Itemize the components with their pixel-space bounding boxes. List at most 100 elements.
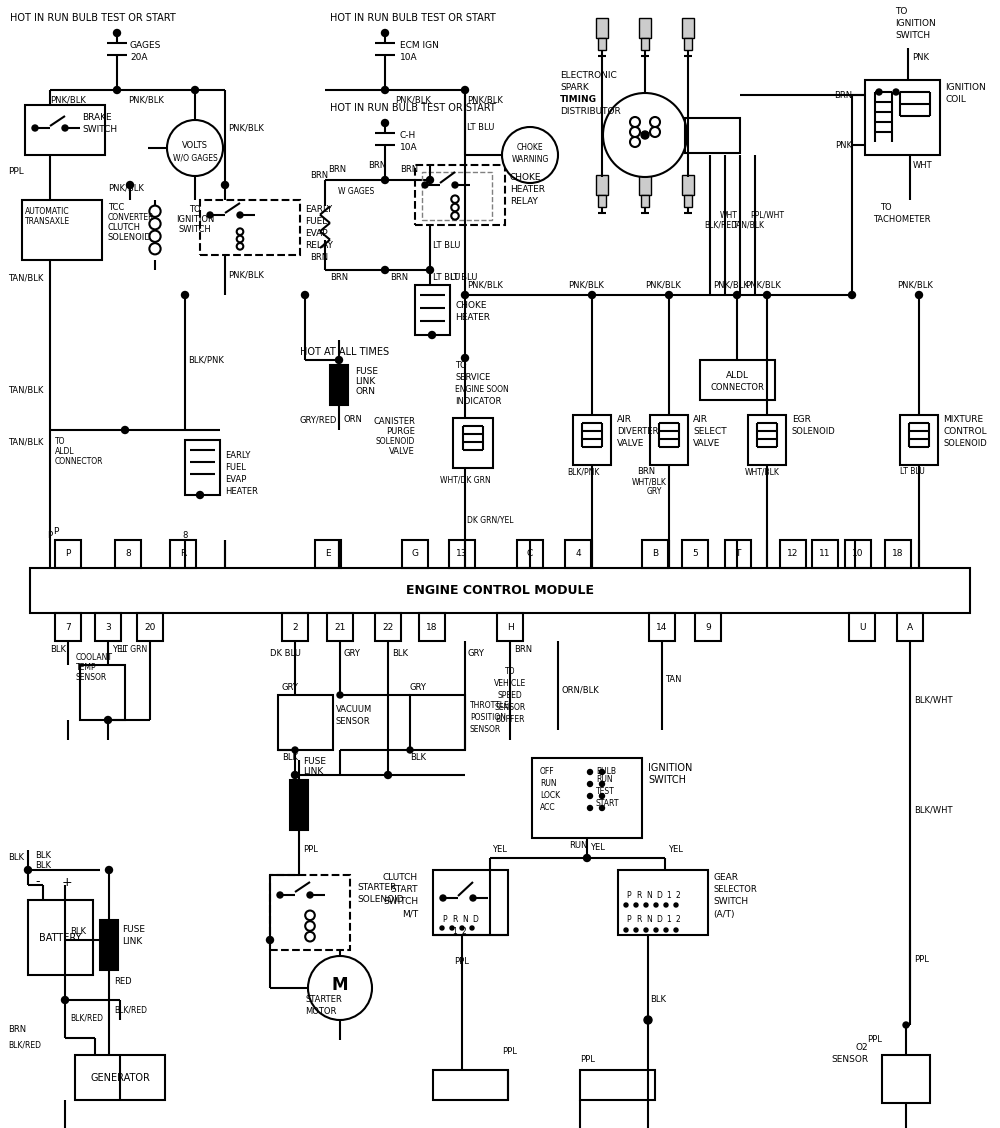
Text: 7: 7 bbox=[65, 623, 71, 632]
Bar bbox=[849, 613, 875, 641]
Circle shape bbox=[305, 932, 315, 942]
Text: PNK/BLK: PNK/BLK bbox=[467, 281, 503, 290]
Text: C-H: C-H bbox=[400, 132, 416, 141]
Text: LT BLU: LT BLU bbox=[467, 123, 494, 132]
Circle shape bbox=[426, 176, 434, 184]
Text: SELECTOR: SELECTOR bbox=[713, 885, 757, 895]
Text: BRN: BRN bbox=[514, 645, 532, 654]
Text: P: P bbox=[442, 916, 447, 925]
Circle shape bbox=[292, 772, 298, 778]
Bar bbox=[95, 613, 121, 641]
Text: LINK: LINK bbox=[355, 378, 375, 387]
Circle shape bbox=[237, 236, 243, 243]
Bar bbox=[639, 18, 651, 38]
Text: 5: 5 bbox=[692, 549, 698, 558]
Text: TO: TO bbox=[880, 203, 892, 212]
Text: SWITCH: SWITCH bbox=[179, 226, 211, 235]
Bar bbox=[449, 540, 475, 569]
Text: +: + bbox=[62, 875, 73, 889]
Circle shape bbox=[848, 291, 856, 299]
Text: RELAY: RELAY bbox=[510, 197, 538, 206]
Bar bbox=[270, 875, 350, 950]
Circle shape bbox=[654, 928, 658, 932]
Text: ORN/BLK: ORN/BLK bbox=[562, 686, 600, 695]
Text: SWITCH: SWITCH bbox=[82, 125, 117, 134]
Text: 12: 12 bbox=[787, 549, 799, 558]
Text: YEL: YEL bbox=[112, 645, 127, 654]
Text: BRAKE: BRAKE bbox=[82, 114, 112, 123]
Text: 14: 14 bbox=[656, 623, 668, 632]
Circle shape bbox=[196, 492, 204, 499]
Text: HOT IN RUN BULB TEST OR START: HOT IN RUN BULB TEST OR START bbox=[10, 14, 176, 23]
Text: ALDL: ALDL bbox=[726, 370, 748, 379]
Text: N: N bbox=[646, 890, 652, 899]
Text: EGR: EGR bbox=[792, 415, 811, 424]
Bar bbox=[573, 415, 611, 465]
Text: COOLANT: COOLANT bbox=[76, 653, 113, 662]
Text: M: M bbox=[332, 976, 348, 994]
Circle shape bbox=[450, 926, 454, 929]
Circle shape bbox=[149, 205, 161, 217]
Text: ALDL: ALDL bbox=[55, 448, 75, 457]
Circle shape bbox=[630, 117, 640, 127]
Text: SELECT: SELECT bbox=[693, 428, 727, 437]
Text: RUN: RUN bbox=[569, 840, 587, 849]
Circle shape bbox=[305, 922, 315, 931]
Text: 20: 20 bbox=[144, 623, 156, 632]
Text: GRY: GRY bbox=[647, 487, 662, 496]
Circle shape bbox=[237, 228, 243, 235]
Circle shape bbox=[382, 120, 388, 126]
Text: YEL: YEL bbox=[668, 846, 683, 855]
Text: TO: TO bbox=[55, 438, 66, 447]
Bar bbox=[598, 195, 606, 208]
Circle shape bbox=[451, 212, 459, 220]
Circle shape bbox=[382, 87, 388, 94]
Circle shape bbox=[600, 793, 604, 799]
Text: PNK/BLK: PNK/BLK bbox=[745, 281, 781, 290]
Bar bbox=[596, 18, 608, 38]
Bar bbox=[865, 80, 940, 155]
Text: IGNITION: IGNITION bbox=[648, 763, 692, 773]
Text: BRN: BRN bbox=[400, 166, 418, 175]
Text: GAGES: GAGES bbox=[130, 42, 161, 51]
Text: LT BLU: LT BLU bbox=[433, 273, 460, 282]
Text: LT BLU: LT BLU bbox=[450, 273, 477, 282]
Text: CLUTCH: CLUTCH bbox=[383, 873, 418, 882]
Text: BLK: BLK bbox=[70, 927, 86, 936]
Text: PNK/BLK: PNK/BLK bbox=[713, 281, 749, 290]
Circle shape bbox=[426, 266, 434, 273]
Text: 18: 18 bbox=[426, 623, 438, 632]
Bar bbox=[639, 175, 651, 195]
Text: HEATER: HEATER bbox=[455, 314, 490, 323]
Circle shape bbox=[336, 356, 342, 363]
Bar bbox=[684, 195, 692, 208]
Text: W/O GAGES: W/O GAGES bbox=[173, 153, 217, 162]
Bar bbox=[30, 569, 970, 613]
Text: ECM IGN: ECM IGN bbox=[400, 42, 439, 51]
Circle shape bbox=[650, 117, 660, 127]
Bar bbox=[497, 613, 523, 641]
Circle shape bbox=[382, 176, 388, 184]
Text: SENSOR: SENSOR bbox=[76, 673, 107, 682]
Bar bbox=[885, 540, 911, 569]
Text: TAN/BLK: TAN/BLK bbox=[733, 220, 765, 229]
Circle shape bbox=[903, 1022, 909, 1028]
Circle shape bbox=[32, 125, 38, 131]
Text: TAN/BLK: TAN/BLK bbox=[8, 273, 43, 282]
Text: BRN: BRN bbox=[8, 1025, 26, 1034]
Circle shape bbox=[630, 136, 640, 147]
Text: BRN: BRN bbox=[310, 170, 328, 179]
Text: O2: O2 bbox=[855, 1043, 868, 1052]
Bar bbox=[433, 870, 508, 935]
Text: SWITCH: SWITCH bbox=[713, 898, 748, 907]
Text: 18: 18 bbox=[892, 549, 904, 558]
Text: BLK/PNK: BLK/PNK bbox=[567, 467, 599, 476]
Circle shape bbox=[462, 87, 468, 94]
Circle shape bbox=[167, 120, 223, 176]
Text: 21: 21 bbox=[334, 623, 346, 632]
Bar bbox=[415, 285, 450, 335]
Bar bbox=[100, 920, 118, 970]
Text: BLK: BLK bbox=[50, 645, 66, 654]
Bar bbox=[649, 613, 675, 641]
Text: 10A: 10A bbox=[400, 53, 418, 62]
